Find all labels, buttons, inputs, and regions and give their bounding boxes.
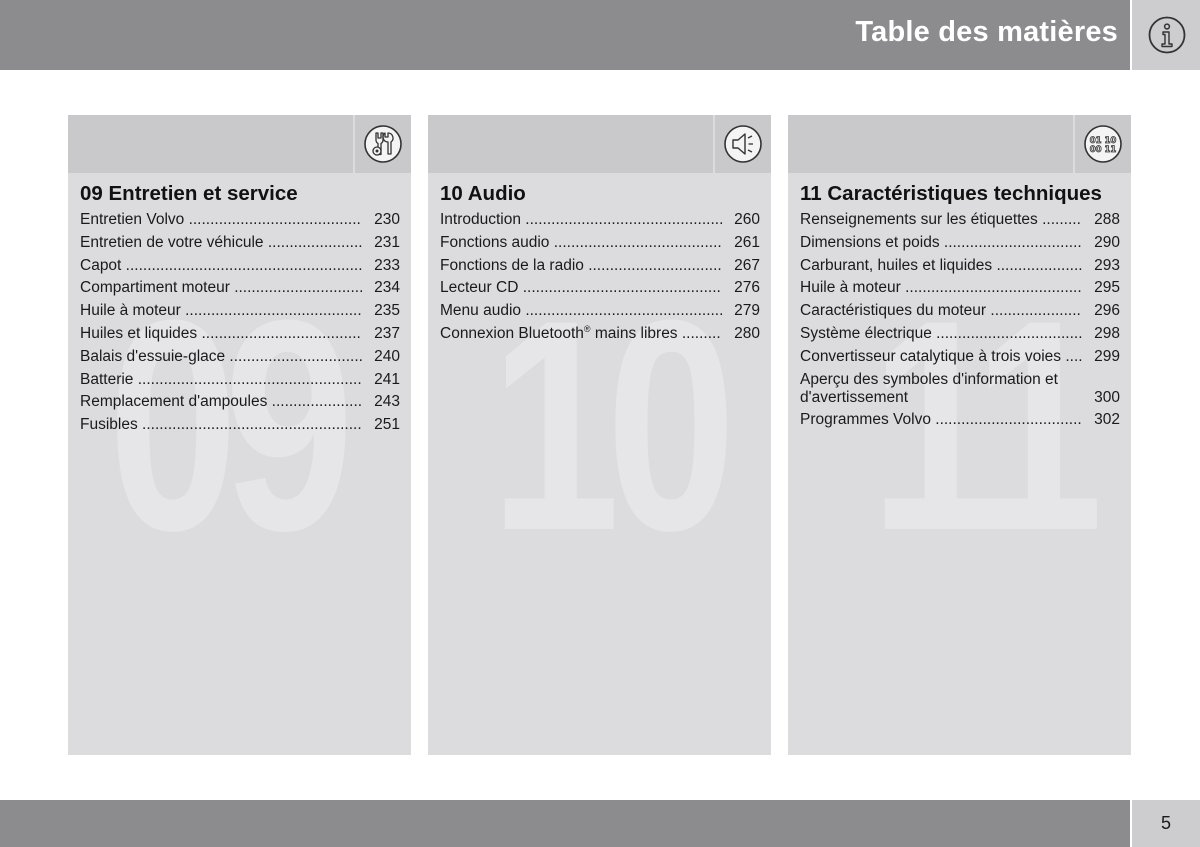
section-icon-box xyxy=(355,115,411,173)
toc-list: Introduction260 Fonctions audio261 Fonct… xyxy=(440,211,760,348)
toc-page-number: 251 xyxy=(374,416,400,434)
toc-entry[interactable]: Huile à moteur235 xyxy=(80,302,400,320)
toc-page-number: 267 xyxy=(734,256,760,274)
toc-page-number: 276 xyxy=(734,279,760,297)
toc-list: Renseignements sur les étiquettes288 Dim… xyxy=(800,211,1120,434)
section-11: 11 01 10 00 11 11 Caractéristiques techn… xyxy=(788,115,1131,755)
toc-entry[interactable]: Menu audio279 xyxy=(440,302,760,320)
toc-page-number: 299 xyxy=(1094,347,1120,365)
toc-entry[interactable]: Fonctions de la radio267 xyxy=(440,257,760,275)
toc-page-number: 240 xyxy=(374,347,400,365)
svg-text:01 10: 01 10 xyxy=(1090,136,1117,146)
toc-entry[interactable]: Introduction260 xyxy=(440,211,760,229)
toc-entry[interactable]: Remplacement d'ampoules243 xyxy=(80,393,400,411)
toc-entry[interactable]: Entretien de votre véhicule231 xyxy=(80,234,400,252)
footer-page-box: 5 xyxy=(1132,800,1200,847)
wrench-gear-icon xyxy=(364,125,402,163)
toc-entry[interactable]: Convertisseur catalytique à trois voies2… xyxy=(800,348,1120,366)
toc-entry[interactable]: Aperçu des symboles d'information et d'a… xyxy=(800,371,1120,407)
section-10: 10 10 Audio Introduction260 Fonctions au… xyxy=(428,115,771,755)
toc-entry[interactable]: Entretien Volvo230 xyxy=(80,211,400,229)
section-title: 09 Entretien et service xyxy=(80,182,298,205)
toc-page-number: 280 xyxy=(734,324,760,342)
toc-entry[interactable]: Carburant, huiles et liquides293 xyxy=(800,257,1120,275)
toc-page-number: 295 xyxy=(1094,279,1120,297)
toc-entry[interactable]: Programmes Volvo302 xyxy=(800,411,1120,429)
svg-text:00 11: 00 11 xyxy=(1090,145,1117,155)
toc-entry[interactable]: Huile à moteur295 xyxy=(800,279,1120,297)
toc-entry[interactable]: Renseignements sur les étiquettes288 xyxy=(800,211,1120,229)
header-icon-box xyxy=(1132,0,1200,70)
toc-page-number: 243 xyxy=(374,393,400,411)
section-title: 11 Caractéristiques techniques xyxy=(800,182,1102,205)
speaker-icon xyxy=(724,125,762,163)
toc-entry[interactable]: Fonctions audio261 xyxy=(440,234,760,252)
toc-page-number: 296 xyxy=(1094,302,1120,320)
toc-page-number: 298 xyxy=(1094,324,1120,342)
toc-page-number: 231 xyxy=(374,233,400,251)
section-09: 09 09 Entretien et service Entretien Vol… xyxy=(68,115,411,755)
toc-list: Entretien Volvo230 Entretien de votre vé… xyxy=(80,211,400,439)
toc-entry[interactable]: Lecteur CD276 xyxy=(440,279,760,297)
page-title: Table des matières xyxy=(855,16,1118,48)
toc-page-number: 237 xyxy=(374,324,400,342)
section-title: 10 Audio xyxy=(440,182,526,205)
toc-page-number: 235 xyxy=(374,302,400,320)
section-header-bar xyxy=(788,115,1073,173)
toc-entry[interactable]: Système électrique298 xyxy=(800,325,1120,343)
toc-page-number: 300 xyxy=(1094,388,1120,406)
toc-page-number: 279 xyxy=(734,302,760,320)
specifications-icon: 01 10 00 11 xyxy=(1084,125,1122,163)
toc-entry[interactable]: Compartiment moteur234 xyxy=(80,279,400,297)
header-bar: Table des matières xyxy=(0,0,1130,70)
footer-bar xyxy=(0,800,1130,847)
toc-page-number: 241 xyxy=(374,370,400,388)
toc-entry[interactable]: Capot233 xyxy=(80,257,400,275)
section-icon-box xyxy=(715,115,771,173)
toc-page-number: 288 xyxy=(1094,211,1120,228)
section-header-bar xyxy=(68,115,353,173)
section-header-bar xyxy=(428,115,713,173)
toc-page-number: 302 xyxy=(1094,411,1120,429)
toc-page-number: 260 xyxy=(734,211,760,228)
toc-page-number: 234 xyxy=(374,279,400,297)
toc-page-number: 290 xyxy=(1094,233,1120,251)
toc-entry[interactable]: Connexion Bluetooth® mains libres280 xyxy=(440,325,760,343)
toc-page-number: 230 xyxy=(374,211,400,228)
toc-entry[interactable]: Caractéristiques du moteur296 xyxy=(800,302,1120,320)
toc-entry[interactable]: Dimensions et poids290 xyxy=(800,234,1120,252)
toc-entry[interactable]: Balais d'essuie-glace240 xyxy=(80,348,400,366)
toc-entry[interactable]: Fusibles251 xyxy=(80,416,400,434)
toc-page-number: 293 xyxy=(1094,256,1120,274)
toc-entry[interactable]: Huiles et liquides237 xyxy=(80,325,400,343)
info-icon xyxy=(1148,16,1186,54)
toc-page-number: 261 xyxy=(734,233,760,251)
section-icon-box: 01 10 00 11 xyxy=(1075,115,1131,173)
toc-entry[interactable]: Batterie241 xyxy=(80,371,400,389)
page-number: 5 xyxy=(1160,813,1171,833)
toc-page-number: 233 xyxy=(374,256,400,274)
